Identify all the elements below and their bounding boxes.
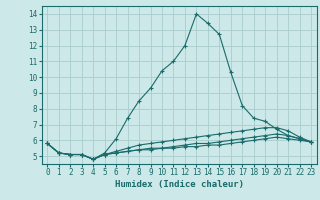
X-axis label: Humidex (Indice chaleur): Humidex (Indice chaleur) [115, 180, 244, 189]
